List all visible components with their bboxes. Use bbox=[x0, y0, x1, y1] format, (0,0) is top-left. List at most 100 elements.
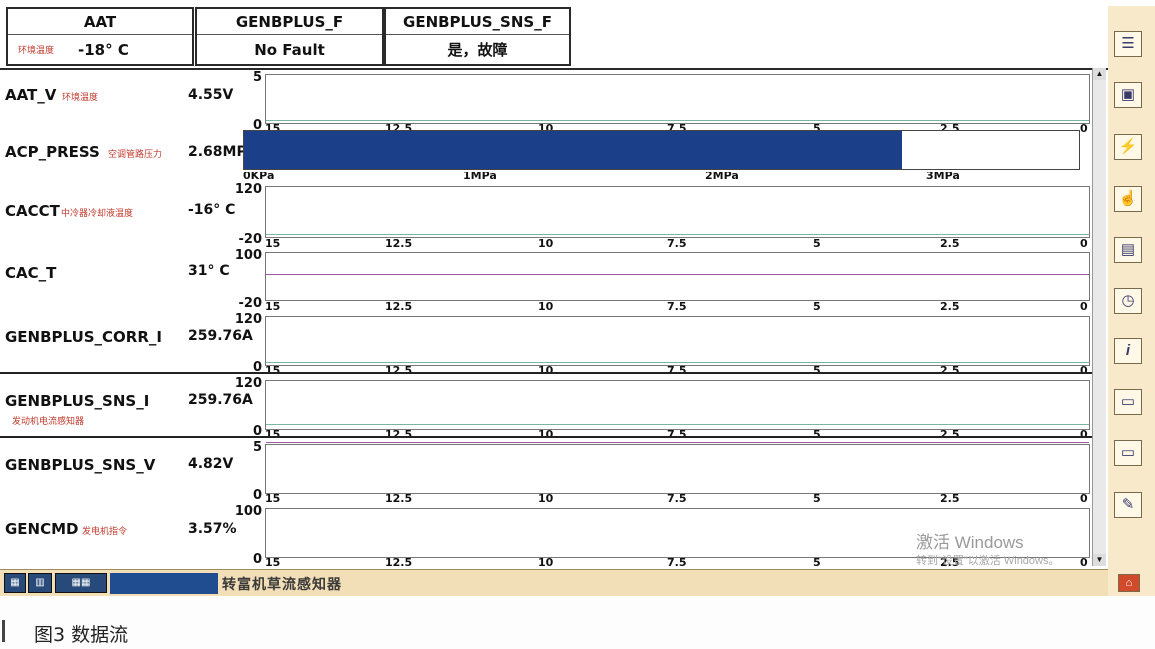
data-row-acp-press[interactable]: ACP_PRESS 空调管路压力 2.68MPa bbox=[0, 132, 1100, 194]
param-name: GENBPLUS_SNS_V bbox=[5, 456, 156, 474]
x-tick-label: 0 bbox=[1080, 494, 1088, 504]
x-tick-label: 10 bbox=[538, 124, 554, 134]
y-max: 120 bbox=[234, 376, 262, 391]
param-desc: 环境温度 bbox=[62, 92, 99, 102]
data-row-gencmd[interactable]: GENCMD 发电机指令 3.57% 100 0 15 12.5 10 7.5 5 2.5… bbox=[0, 504, 1100, 568]
graph-box bbox=[265, 186, 1090, 238]
param-value: 3.57% bbox=[188, 521, 237, 537]
stopwatch-icon[interactable]: ◷ bbox=[1114, 288, 1142, 314]
x-ticks: 15 12.5 10 7.5 5 2.5 0 bbox=[265, 124, 1095, 134]
param-value: 259.76A bbox=[188, 328, 253, 344]
home-icon[interactable]: ⌂ bbox=[1118, 574, 1140, 592]
x-tick-label: 5 bbox=[813, 239, 821, 249]
x-tick-label: 15 bbox=[265, 239, 281, 249]
x-tick-label: 10 bbox=[538, 366, 554, 376]
param-name: GENBPLUS_SNS_I bbox=[5, 392, 150, 410]
graph-icon[interactable]: ⚡ bbox=[1114, 134, 1142, 160]
x-tick-label: 2.5 bbox=[940, 494, 960, 504]
x-tick-label: 15 bbox=[265, 366, 281, 376]
header-name: AAT bbox=[8, 9, 192, 35]
param-desc: 空调管路压力 bbox=[108, 149, 163, 159]
y-max: 120 bbox=[234, 312, 262, 327]
graph-box bbox=[265, 74, 1090, 124]
y-max: 100 bbox=[234, 248, 262, 263]
report-icon[interactable]: ▤ bbox=[1114, 237, 1142, 263]
edit-icon[interactable]: ✎ bbox=[1114, 492, 1142, 518]
x-tick-label: 0 bbox=[1080, 430, 1088, 440]
y-max: 5 bbox=[252, 440, 262, 455]
param-value: 4.55V bbox=[188, 87, 234, 103]
x-tick-label: 5 bbox=[813, 494, 821, 504]
info-icon[interactable]: i bbox=[1114, 338, 1142, 364]
x-tick-label: 12.5 bbox=[385, 558, 413, 568]
header-sub: 环境温度 bbox=[18, 45, 55, 55]
header-value: -18° C bbox=[78, 41, 129, 59]
trace-line bbox=[266, 424, 1089, 425]
y-min: 0 bbox=[252, 488, 262, 503]
header-value: No Fault bbox=[254, 41, 325, 59]
monitor-icon[interactable]: ▭ bbox=[1114, 389, 1142, 415]
bar-tick-label: 3MPa bbox=[926, 172, 960, 180]
camera-icon[interactable]: ▣ bbox=[1114, 82, 1142, 108]
x-tick-label: 12.5 bbox=[385, 494, 413, 504]
x-tick-label: 7.5 bbox=[667, 366, 687, 376]
param-name: GENCMD bbox=[5, 520, 79, 538]
bottom-status-bar: ▦ ▥ ▦▦ 转富机草流感知器 bbox=[0, 569, 1108, 596]
x-tick-label: 12.5 bbox=[385, 430, 413, 440]
activation-watermark-title: 激活 Windows bbox=[916, 533, 1024, 552]
x-tick-label: 15 bbox=[265, 302, 281, 312]
x-tick-label: 15 bbox=[265, 430, 281, 440]
y-min: 0 bbox=[252, 424, 262, 439]
x-tick-label: 15 bbox=[265, 494, 281, 504]
x-tick-label: 10 bbox=[538, 239, 554, 249]
right-toolbar: ☰ ▣ ⚡ ☝ ▤ ◷ i ▭ ▭ ✎ ⌂ bbox=[1108, 6, 1155, 596]
param-desc: 中冷器冷却液温度 bbox=[61, 208, 134, 218]
diagnostic-screen: AAT 环境温度 -18° C GENBPLUS_F No Fault GENB… bbox=[0, 6, 1155, 596]
param-value: 259.76A bbox=[188, 392, 253, 408]
graph-box bbox=[265, 252, 1090, 301]
x-tick-label: 7.5 bbox=[667, 430, 687, 440]
vehicle-icon[interactable]: ▥ bbox=[28, 573, 52, 593]
vertical-scrollbar[interactable]: ▲ ▼ bbox=[1092, 68, 1106, 566]
data-row-genbplus-sns-i[interactable]: GENBPLUS_SNS_I 发动机电流感知器 259.76A 120 0 15… bbox=[0, 376, 1100, 440]
x-tick-label: 7.5 bbox=[667, 494, 687, 504]
monitor2-icon[interactable]: ▭ bbox=[1114, 440, 1142, 466]
row-separator bbox=[0, 372, 1092, 374]
x-tick-label: 12.5 bbox=[385, 124, 413, 134]
list-icon[interactable]: ☰ bbox=[1114, 31, 1142, 57]
x-ticks: 15 12.5 10 7.5 5 2.5 0 bbox=[265, 494, 1095, 504]
graph-box bbox=[265, 508, 1090, 558]
x-tick-label: 0 bbox=[1080, 302, 1088, 312]
scroll-down-arrow-icon[interactable]: ▼ bbox=[1093, 554, 1106, 566]
header-cell-genbplus-f: GENBPLUS_F No Fault bbox=[195, 7, 384, 66]
scroll-up-arrow-icon[interactable]: ▲ bbox=[1093, 68, 1106, 80]
x-tick-label: 12.5 bbox=[385, 302, 413, 312]
param-name: ACP_PRESS bbox=[5, 143, 100, 161]
x-tick-label: 2.5 bbox=[940, 239, 960, 249]
y-min: -20 bbox=[238, 296, 263, 311]
data-stream-area bbox=[0, 68, 1108, 568]
param-value: 31° C bbox=[188, 263, 230, 279]
x-tick-label: 5 bbox=[813, 124, 821, 134]
status-progress-block bbox=[110, 573, 218, 594]
trace-line bbox=[266, 442, 1089, 443]
data-row-genbplus-sns-v[interactable]: GENBPLUS_SNS_V 4.82V 5 0 15 12.5 10 7.5 5 2.5… bbox=[0, 440, 1100, 504]
hand-icon[interactable]: ☝ bbox=[1114, 186, 1142, 212]
caption-marker bbox=[2, 620, 5, 642]
x-tick-label: 5 bbox=[813, 366, 821, 376]
data-row-cac-t[interactable]: CAC_T 31° C 100 -20 15 12.5 10 7.5 5 2.5 0 bbox=[0, 248, 1100, 312]
view-icon[interactable]: ▦ bbox=[4, 573, 26, 593]
y-max: 120 bbox=[234, 182, 262, 197]
param-value: 2.68MPa bbox=[188, 144, 256, 160]
header-cell-aat: AAT 环境温度 -18° C bbox=[6, 7, 194, 66]
x-tick-label: 7.5 bbox=[667, 302, 687, 312]
data-row-cacct[interactable]: CACCT 中冷器冷却液温度 -16° C 120 -20 15 12.5 10 7.… bbox=[0, 182, 1100, 249]
x-tick-label: 0 bbox=[1080, 558, 1088, 568]
data-row-aat-v[interactable]: AAT_V 环境温度 4.55V 5 0 15 12.5 10 7.5 5 2.5 0 bbox=[0, 70, 1100, 134]
activation-watermark-text: 转到"设置"以激活 Windows。 bbox=[916, 555, 1060, 567]
x-tick-label: 12.5 bbox=[385, 239, 413, 249]
param-name: CACCT bbox=[5, 202, 60, 220]
data-row-genbplus-corr-i[interactable]: GENBPLUS_CORR_I 259.76A 120 0 15 12.5 10 7.… bbox=[0, 312, 1100, 376]
keyboard-icon[interactable]: ▦▦ bbox=[55, 573, 107, 593]
x-tick-label: 15 bbox=[265, 558, 281, 568]
